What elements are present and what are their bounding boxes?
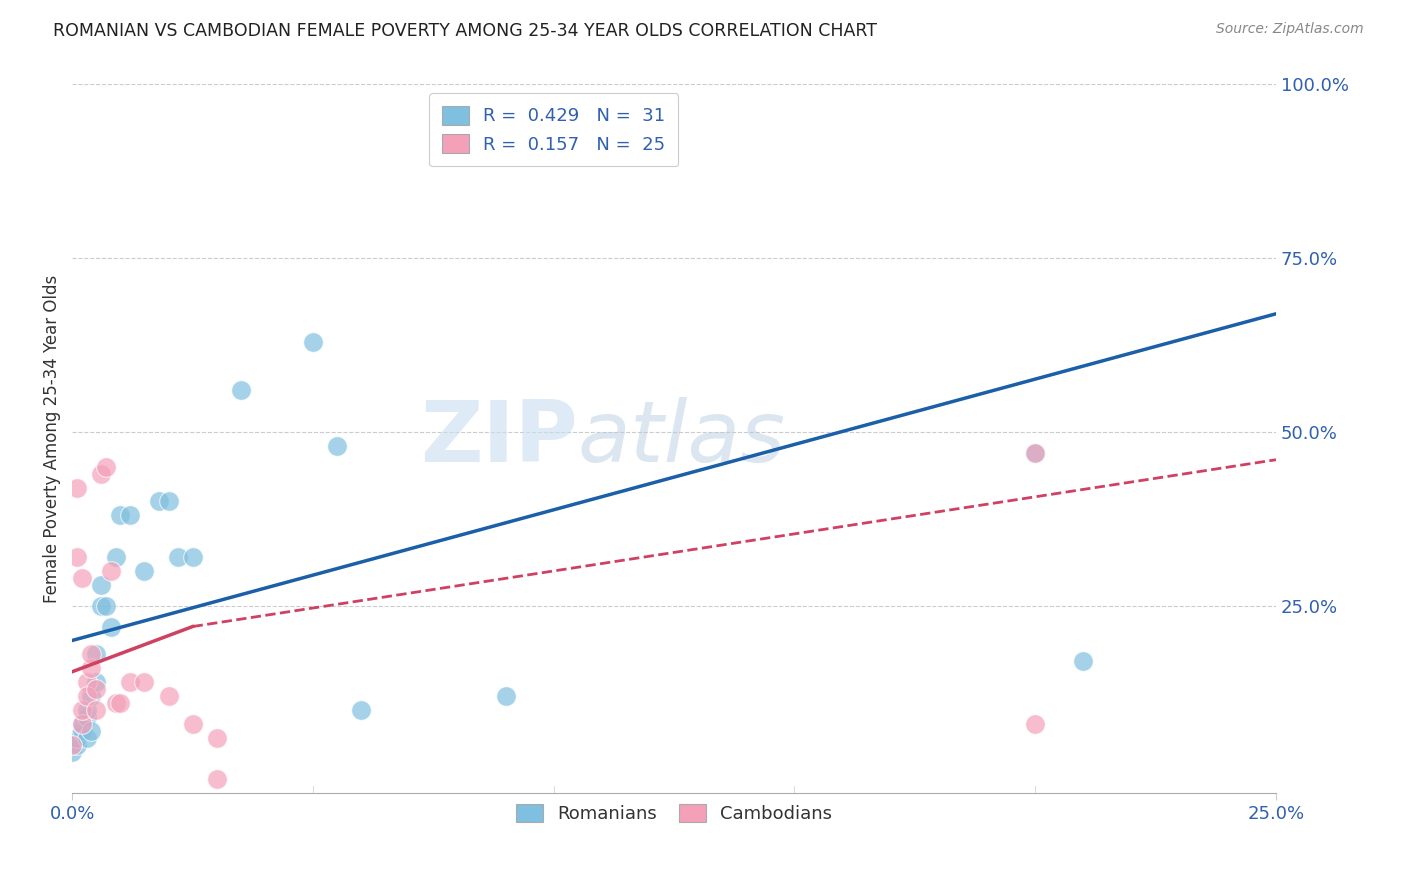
Point [80,661,103,675]
Point [205,772,228,787]
Point [181,549,204,564]
Point [134,675,156,690]
Point [1024,446,1046,460]
Point [70,723,93,738]
Point [84,675,107,690]
Point [1073,654,1095,668]
Point [1024,716,1046,731]
Point [60,738,83,752]
Point [205,731,228,745]
Point [70,571,93,585]
Point [76,675,98,690]
Point [94,459,117,474]
Point [60,745,83,759]
Point [350,703,373,717]
Point [157,494,180,508]
Point [80,689,103,703]
Point [134,564,156,578]
Text: atlas: atlas [578,398,786,481]
Point [326,439,349,453]
Point [66,549,89,564]
Point [94,599,117,613]
Point [110,508,132,523]
Point [84,703,107,717]
Point [80,723,103,738]
Point [90,467,112,481]
Point [118,508,141,523]
Point [157,689,180,703]
Point [84,682,107,697]
Point [76,731,98,745]
Point [181,716,204,731]
Point [229,383,252,397]
Point [66,481,89,495]
Point [66,738,89,752]
Point [104,696,127,710]
Text: Source: ZipAtlas.com: Source: ZipAtlas.com [1216,22,1364,37]
Point [80,648,103,662]
Point [76,689,98,703]
Point [90,578,112,592]
Point [495,689,517,703]
Text: ROMANIAN VS CAMBODIAN FEMALE POVERTY AMONG 25-34 YEAR OLDS CORRELATION CHART: ROMANIAN VS CAMBODIAN FEMALE POVERTY AMO… [53,22,877,40]
Point [76,703,98,717]
Point [70,716,93,731]
Point [302,334,325,349]
Point [70,716,93,731]
Y-axis label: Female Poverty Among 25-34 Year Olds: Female Poverty Among 25-34 Year Olds [44,275,60,603]
Text: ZIP: ZIP [420,398,578,481]
Point [84,648,107,662]
Point [148,494,170,508]
Point [104,549,127,564]
Point [66,731,89,745]
Point [110,696,132,710]
Point [100,564,122,578]
Point [76,710,98,724]
Point [1024,446,1046,460]
Point [100,619,122,633]
Point [167,549,190,564]
Point [70,703,93,717]
Point [90,599,112,613]
Legend: Romanians, Cambodians: Romanians, Cambodians [505,793,844,834]
Point [118,675,141,690]
